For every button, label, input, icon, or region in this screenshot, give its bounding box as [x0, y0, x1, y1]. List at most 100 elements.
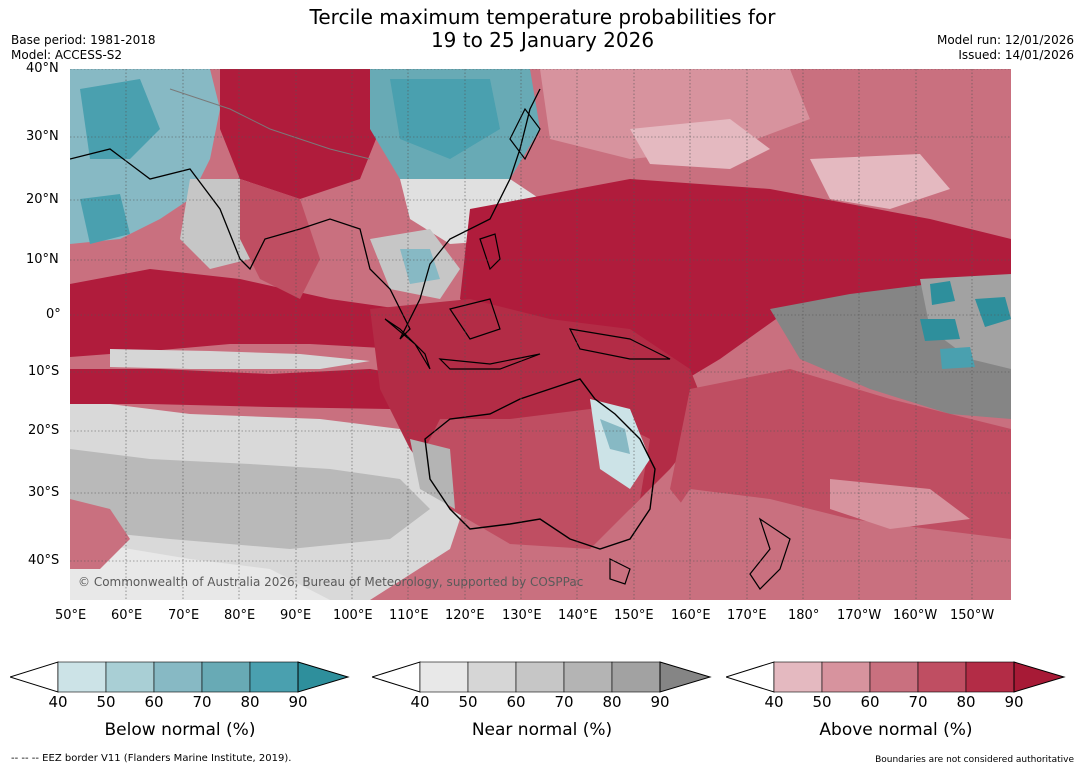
south-pacific-light-patch [830, 479, 970, 529]
lon-label: 160°W [893, 608, 938, 623]
lon-label: 170°W [837, 608, 882, 623]
south-pacific-above-light [650, 489, 1011, 600]
cbar-tick: 80 [602, 693, 622, 711]
tasmania-coastline [609, 558, 631, 585]
near-normal-colorbar [372, 661, 712, 693]
lon-label: 100°E [333, 608, 373, 623]
boundaries-disclaimer: Boundaries are not considered authoritat… [875, 755, 1074, 765]
cbar-swatch [611, 661, 661, 693]
cbar-tick: 50 [812, 693, 832, 711]
bay-of-bengal-above [240, 179, 320, 299]
map-title-line2: 19 to 25 January 2026 [430, 28, 655, 52]
near-normal-label: Near normal (%) [471, 720, 613, 740]
cbar-tick: 50 [96, 693, 116, 711]
cbar-tick: 60 [506, 693, 526, 711]
lat-label: 0° [46, 307, 61, 322]
lon-label: 180° [788, 608, 820, 623]
lat-label: 10°N [26, 252, 59, 267]
lon-label: 140°E [558, 608, 598, 623]
pacific-below-patch-1 [930, 281, 955, 305]
cbar-max-arrow [297, 661, 350, 693]
southern-indian-near-core [70, 449, 430, 549]
cbar-tick: 40 [764, 693, 784, 711]
australia-above-region [420, 409, 650, 549]
eez-note: -- -- -- EEZ border V11 (Flanders Marine… [11, 753, 292, 764]
lon-label: 150°E [614, 608, 654, 623]
lon-label: 150°W [950, 608, 995, 623]
indochina-below-patch [400, 249, 440, 284]
cbar-tick: 50 [458, 693, 478, 711]
cbar-tick: 80 [956, 693, 976, 711]
lon-label: 160°E [671, 608, 711, 623]
cbar-swatch [57, 661, 107, 693]
australia-below-core [600, 419, 630, 454]
lat-label: 10°S [28, 364, 60, 379]
cbar-swatch [563, 661, 613, 693]
australia-coastline [424, 378, 656, 550]
above-normal-colorbar [726, 661, 1066, 693]
lon-label: 50°E [55, 608, 87, 623]
lon-label: 80°E [224, 608, 256, 623]
near-normal-strip [110, 349, 370, 369]
south-indian-above-band [70, 369, 450, 409]
lon-label: 70°E [168, 608, 200, 623]
cbar-min-arrow [372, 661, 421, 693]
lat-label: 40°S [28, 553, 60, 568]
pacific-below-patch-4 [940, 347, 975, 369]
cbar-swatch [773, 661, 823, 693]
asia-coastline [70, 88, 541, 340]
cbar-tick: 40 [410, 693, 430, 711]
base-period-text: Base period: 1981-2018 [11, 33, 156, 47]
cbar-tick: 80 [240, 693, 260, 711]
issued-text: Issued: 14/01/2026 [958, 48, 1074, 62]
philippines-coastline [479, 233, 501, 271]
arabian-sea-below-core [80, 194, 130, 244]
cbar-tick: 90 [288, 693, 308, 711]
india-near-region [180, 179, 250, 269]
lon-label: 60°E [111, 608, 143, 623]
model-run-text: Model run: 12/01/2026 [936, 33, 1074, 47]
new-guinea-coastline [568, 328, 671, 360]
copyright-text: © Commonwealth of Australia 2026, Bureau… [78, 575, 583, 589]
ne-pacific-above [790, 69, 1011, 209]
above-normal-label: Above normal (%) [819, 720, 973, 740]
cbar-swatch [467, 661, 517, 693]
lat-label: 40°N [26, 61, 59, 76]
new-zealand-coastline [749, 517, 791, 590]
below-normal-colorbar [10, 661, 350, 693]
lon-label: 130°E [502, 608, 542, 623]
cbar-tick: 70 [908, 693, 928, 711]
cbar-swatch [965, 661, 1015, 693]
cbar-swatch [105, 661, 155, 693]
cbar-min-arrow [726, 661, 775, 693]
lon-label: 170°E [727, 608, 767, 623]
cbar-max-arrow [659, 661, 712, 693]
cbar-swatch [201, 661, 251, 693]
lon-label: 90°E [280, 608, 312, 623]
cbar-tick: 40 [48, 693, 68, 711]
lon-label: 110°E [389, 608, 429, 623]
cbar-tick: 70 [554, 693, 574, 711]
cbar-swatch [153, 661, 203, 693]
pacific-below-patch-2 [975, 297, 1011, 327]
java-coastline [438, 353, 541, 370]
cbar-swatch [249, 661, 299, 693]
cbar-swatch [917, 661, 967, 693]
country-borders [169, 88, 371, 160]
model-text: Model: ACCESS-S2 [11, 48, 123, 62]
japan-coastline [509, 107, 541, 161]
map-title-line1: Tercile maximum temperature probabilitie… [309, 5, 776, 29]
lon-label: 120°E [445, 608, 485, 623]
pacific-below-patch-3 [920, 319, 960, 341]
equatorial-indian-above-band [70, 269, 430, 357]
cbar-tick: 60 [860, 693, 880, 711]
himalaya-above-region [220, 69, 380, 199]
probability-map: © Commonwealth of Australia 2026, Bureau… [70, 69, 1011, 600]
pacific-light-patch-2 [810, 154, 950, 209]
cbar-swatch [515, 661, 565, 693]
map-gridlines [70, 69, 1011, 600]
borneo-coastline [449, 298, 501, 340]
cbar-swatch [821, 661, 871, 693]
cbar-max-arrow [1013, 661, 1066, 693]
china-below-core [390, 79, 500, 159]
